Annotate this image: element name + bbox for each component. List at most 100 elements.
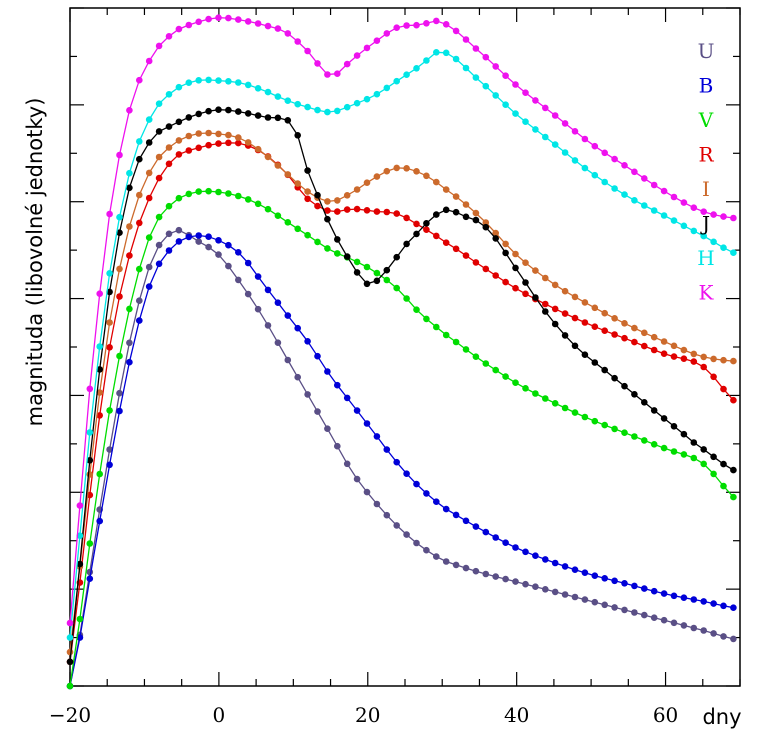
data-point-H — [413, 65, 420, 72]
data-point-J — [66, 658, 74, 666]
data-point-H — [720, 244, 727, 251]
data-point-J — [294, 132, 302, 139]
data-point-I — [284, 171, 292, 178]
data-point-I — [452, 193, 460, 200]
data-point-I — [571, 293, 579, 301]
data-point-B — [710, 600, 717, 607]
data-point-H — [433, 49, 440, 56]
data-point-I — [660, 338, 668, 345]
data-point-J — [155, 128, 163, 135]
x-tick-label: 40 — [504, 703, 529, 727]
data-point-U — [274, 339, 282, 347]
data-point-V — [86, 540, 94, 547]
data-point-R — [185, 147, 193, 154]
data-point-U — [244, 290, 252, 298]
data-point-B — [205, 233, 212, 240]
data-point-H — [522, 118, 529, 125]
data-point-U — [581, 596, 589, 603]
data-point-U — [136, 297, 143, 305]
data-point-V — [106, 407, 113, 414]
data-point-K — [690, 204, 698, 211]
data-point-K — [244, 18, 252, 25]
data-point-K — [284, 30, 292, 37]
data-point-U — [264, 322, 272, 329]
data-point-J — [96, 366, 103, 373]
data-point-U — [502, 575, 509, 583]
data-point-H — [66, 634, 74, 641]
data-point-K — [165, 33, 173, 40]
data-point-B — [274, 299, 282, 307]
data-point-I — [363, 179, 371, 186]
data-point-R — [591, 323, 599, 331]
data-point-B — [512, 544, 519, 551]
data-point-H — [730, 249, 737, 256]
data-point-H — [106, 270, 113, 277]
x-tick-label: 60 — [653, 703, 678, 727]
data-point-R — [700, 363, 707, 371]
data-point-U — [393, 522, 401, 529]
data-point-B — [482, 528, 490, 536]
data-point-I — [66, 648, 74, 656]
data-point-B — [235, 249, 242, 256]
data-point-B — [700, 598, 707, 605]
data-point-R — [621, 334, 628, 342]
data-point-B — [373, 433, 381, 440]
data-point-K — [126, 107, 133, 114]
data-point-B — [660, 590, 668, 597]
data-point-I — [413, 168, 420, 175]
data-point-H — [155, 100, 163, 107]
data-point-R — [96, 412, 103, 419]
data-point-V — [700, 460, 707, 468]
data-point-J — [522, 279, 529, 286]
data-point-H — [334, 107, 341, 115]
data-point-H — [215, 77, 222, 84]
data-point-J — [314, 191, 321, 199]
data-point-B — [363, 420, 371, 427]
data-point-H — [314, 106, 321, 114]
data-point-I — [621, 320, 628, 327]
data-point-H — [393, 77, 401, 85]
data-point-J — [175, 118, 183, 126]
data-point-R — [433, 232, 440, 240]
data-point-B — [304, 338, 311, 345]
data-point-B — [472, 523, 480, 530]
data-point-K — [482, 53, 490, 61]
data-point-H — [472, 74, 480, 81]
plot-frame — [69, 7, 741, 687]
data-point-H — [512, 110, 519, 117]
data-point-B — [136, 317, 143, 324]
data-point-R — [324, 207, 331, 214]
data-point-H — [304, 103, 311, 111]
data-point-K — [294, 38, 302, 45]
data-point-K — [492, 63, 500, 70]
data-point-H — [442, 49, 450, 57]
data-point-H — [581, 164, 589, 172]
data-point-K — [423, 20, 430, 27]
data-point-J — [660, 415, 668, 422]
data-point-I — [581, 299, 589, 306]
data-point-I — [244, 139, 252, 146]
data-point-I — [215, 130, 222, 138]
data-point-I — [225, 131, 232, 139]
data-point-V — [571, 409, 579, 416]
data-point-J — [492, 235, 500, 242]
data-point-V — [690, 454, 698, 462]
data-point-B — [284, 312, 292, 319]
data-point-I — [126, 223, 133, 230]
data-point-H — [96, 343, 103, 350]
data-point-U — [631, 609, 638, 616]
data-point-K — [393, 24, 401, 32]
data-point-H — [542, 133, 549, 141]
data-point-H — [423, 57, 430, 64]
data-point-I — [601, 309, 608, 317]
data-point-K — [680, 199, 688, 206]
data-point-K — [413, 21, 420, 29]
data-point-J — [730, 466, 737, 474]
data-point-J — [581, 351, 589, 359]
legend-label-R: R — [698, 143, 714, 167]
data-point-B — [155, 260, 163, 268]
data-point-H — [136, 138, 143, 145]
data-point-B — [195, 232, 202, 239]
data-point-U — [462, 564, 470, 572]
data-point-V — [254, 200, 262, 208]
